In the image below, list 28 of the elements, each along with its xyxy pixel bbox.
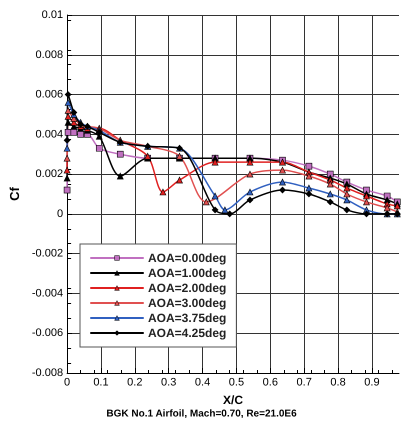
y-tick-label: 0.01 <box>42 9 64 21</box>
legend-label: AOA=0.00deg <box>148 251 226 265</box>
text: BGK No.1 Airfoil, Mach=0.70, Re=21.0E6 <box>106 408 298 420</box>
y-tick-label: 0 <box>56 208 64 220</box>
x-tick-label: 0.9 <box>364 376 380 388</box>
x-tick-label: 0.7 <box>296 376 312 388</box>
y-tick-label: 0.004 <box>36 128 64 140</box>
y-tick-label: 0.006 <box>36 88 64 101</box>
x-tick-label: 0.3 <box>161 376 176 388</box>
x-tick-label: 0.6 <box>262 376 278 388</box>
y-tick-label: 0.008 <box>36 48 64 61</box>
legend-label: AOA=2.00deg <box>148 281 226 295</box>
y-tick-label: -0.002 <box>32 248 64 260</box>
x-axis-title: X/C <box>223 393 244 407</box>
y-axis-title: Cf <box>7 186 22 201</box>
x-tick-label: 0.4 <box>194 376 210 388</box>
y-tick-label: -0.004 <box>32 287 64 300</box>
legend-label: AOA=3.00deg <box>148 296 226 310</box>
x-tick-label: 0.1 <box>93 376 109 388</box>
x-tick-label: 0.2 <box>127 376 142 388</box>
x-tick-label: 0.8 <box>330 376 346 388</box>
legend-label: AOA=1.00deg <box>148 266 226 280</box>
legend-label: AOA=4.25deg <box>148 326 226 340</box>
y-tick-label: -0.008 <box>32 367 64 379</box>
legend-label: AOA=3.75deg <box>148 311 226 325</box>
y-tick-label: -0.006 <box>32 327 64 340</box>
x-tick-label: 0.5 <box>228 376 244 388</box>
y-tick-label: 0.002 <box>36 168 64 180</box>
